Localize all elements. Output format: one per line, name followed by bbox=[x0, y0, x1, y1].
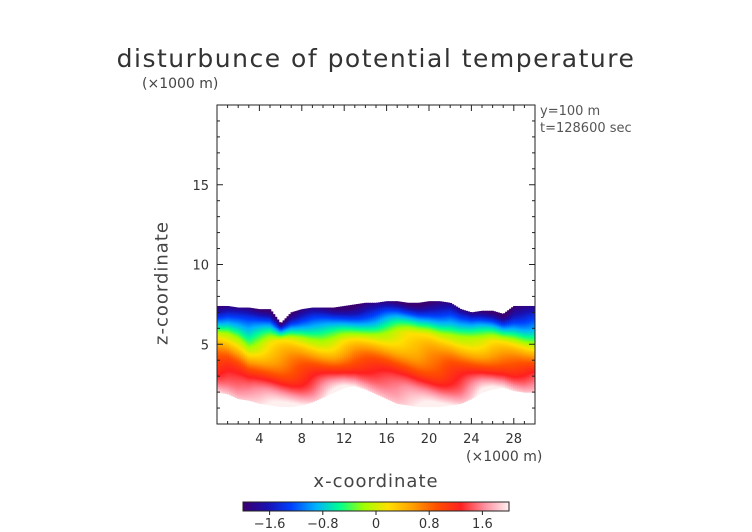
x-tick-label: 4 bbox=[255, 432, 263, 447]
x-tick-label: 28 bbox=[506, 432, 523, 447]
x-tick-label: 20 bbox=[421, 432, 438, 447]
colorbar-tick-label: 1.6 bbox=[472, 517, 493, 532]
y-axis-unit: (×1000 m) bbox=[142, 76, 219, 92]
colorbar-tick-label: 0.8 bbox=[419, 517, 440, 532]
x-axis: 4 8 12 16 20 24 28 bbox=[227, 105, 525, 447]
colorbar-tick-label: −0.8 bbox=[307, 517, 339, 532]
x-tick-label: 12 bbox=[336, 432, 353, 447]
y-tick-label: 5 bbox=[201, 338, 209, 353]
x-tick-label: 16 bbox=[378, 432, 395, 447]
colorbar: −1.6 −0.8 0 0.8 1.6 bbox=[242, 501, 510, 532]
y-axis: 5 10 15 bbox=[192, 120, 535, 409]
y-tick-label: 15 bbox=[192, 179, 209, 194]
colorbar-tick-label: −1.6 bbox=[254, 517, 286, 532]
colorbar-bar bbox=[242, 501, 510, 512]
temperature-field bbox=[217, 301, 535, 408]
colorbar-tick-label: 0 bbox=[372, 517, 380, 532]
x-axis-label: x-coordinate bbox=[313, 471, 439, 492]
y-tick-label: 10 bbox=[192, 259, 209, 274]
y-axis-label: z-coordinate bbox=[151, 221, 173, 345]
annotation-time: t=128600 sec bbox=[540, 121, 632, 136]
x-tick-label: 24 bbox=[463, 432, 480, 447]
chart-title: disturbunce of potential temperature bbox=[116, 44, 636, 73]
annotation-y: y=100 m bbox=[540, 104, 601, 119]
x-axis-unit: (×1000 m) bbox=[466, 449, 543, 465]
x-tick-label: 8 bbox=[298, 432, 306, 447]
